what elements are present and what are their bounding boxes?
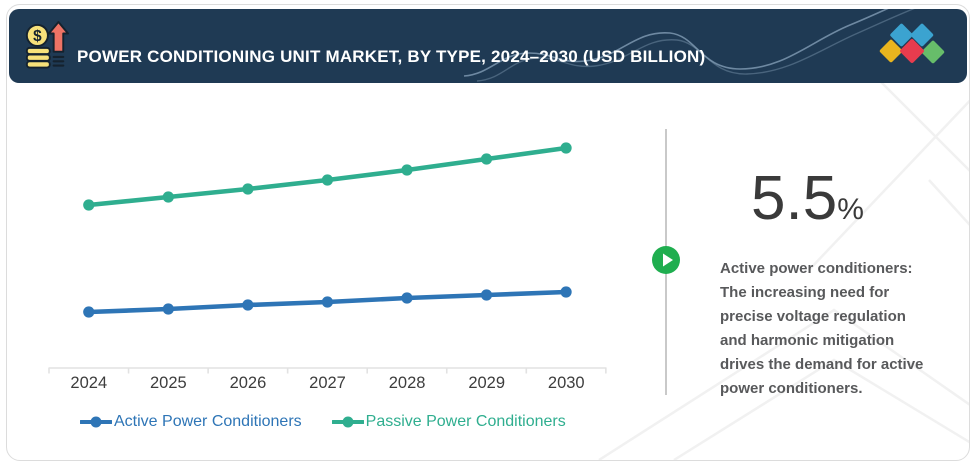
data-point-active — [560, 286, 572, 298]
data-point-passive — [480, 153, 493, 165]
play-button[interactable] — [652, 246, 680, 274]
header-bar: $ POWER CONDITIONING UNIT MARKET, BY TYP… — [9, 9, 967, 83]
data-point-active — [242, 299, 254, 311]
legend-label: Passive Power Conditioners — [365, 413, 566, 430]
line-chart — [48, 142, 607, 374]
data-point-passive — [560, 142, 572, 154]
svg-text:$: $ — [33, 28, 42, 45]
x-axis-label: 2025 — [150, 374, 187, 392]
logo-diamond — [921, 40, 945, 64]
data-point-active — [83, 306, 95, 318]
data-point-passive — [321, 174, 334, 186]
callout-description: Active power conditioners: The increasin… — [720, 260, 924, 397]
cagr-number: 5.5 — [751, 164, 838, 233]
cagr-value: 5.5 % — [751, 168, 864, 230]
data-point-passive — [401, 164, 413, 176]
data-point-active — [401, 292, 413, 304]
logo-diamond — [900, 39, 924, 63]
logo-diamond — [890, 23, 913, 47]
x-axis: 2024 2025 2026 2027 2028 2029 2030 — [49, 374, 606, 393]
x-axis-label: 2028 — [388, 374, 426, 392]
data-point-passive — [162, 191, 174, 203]
x-axis-label: 2030 — [547, 374, 585, 392]
watermark-pattern — [598, 79, 969, 460]
money-growth-icon: $ — [25, 21, 69, 69]
logo-diamond — [879, 39, 903, 63]
data-point-passive — [242, 183, 254, 195]
x-axis-label: 2029 — [468, 374, 506, 392]
legend-item-active: Active Power Conditioners — [80, 413, 302, 431]
legend-marker-passive-icon — [331, 416, 364, 428]
header-decoration — [463, 9, 945, 82]
data-point-active — [480, 289, 493, 301]
page-title: POWER CONDITIONING UNIT MARKET, BY TYPE,… — [77, 47, 706, 67]
legend-label: Active Power Conditioners — [114, 413, 302, 430]
legend-item-passive: Passive Power Conditioners — [331, 413, 566, 431]
data-point-active — [162, 303, 174, 315]
percent-sign: % — [837, 193, 864, 226]
logo-diamonds — [879, 23, 945, 64]
play-icon — [663, 253, 673, 267]
legend-marker-active-icon — [80, 416, 112, 428]
chart-legend: Active Power Conditioners Passive Power … — [80, 413, 566, 431]
x-axis-label: 2026 — [229, 374, 267, 392]
x-axis-label: 2024 — [70, 374, 108, 392]
data-point-active — [321, 296, 334, 308]
x-axis-label: 2027 — [309, 374, 346, 392]
logo-diamond — [910, 23, 934, 47]
data-point-passive — [83, 199, 95, 211]
